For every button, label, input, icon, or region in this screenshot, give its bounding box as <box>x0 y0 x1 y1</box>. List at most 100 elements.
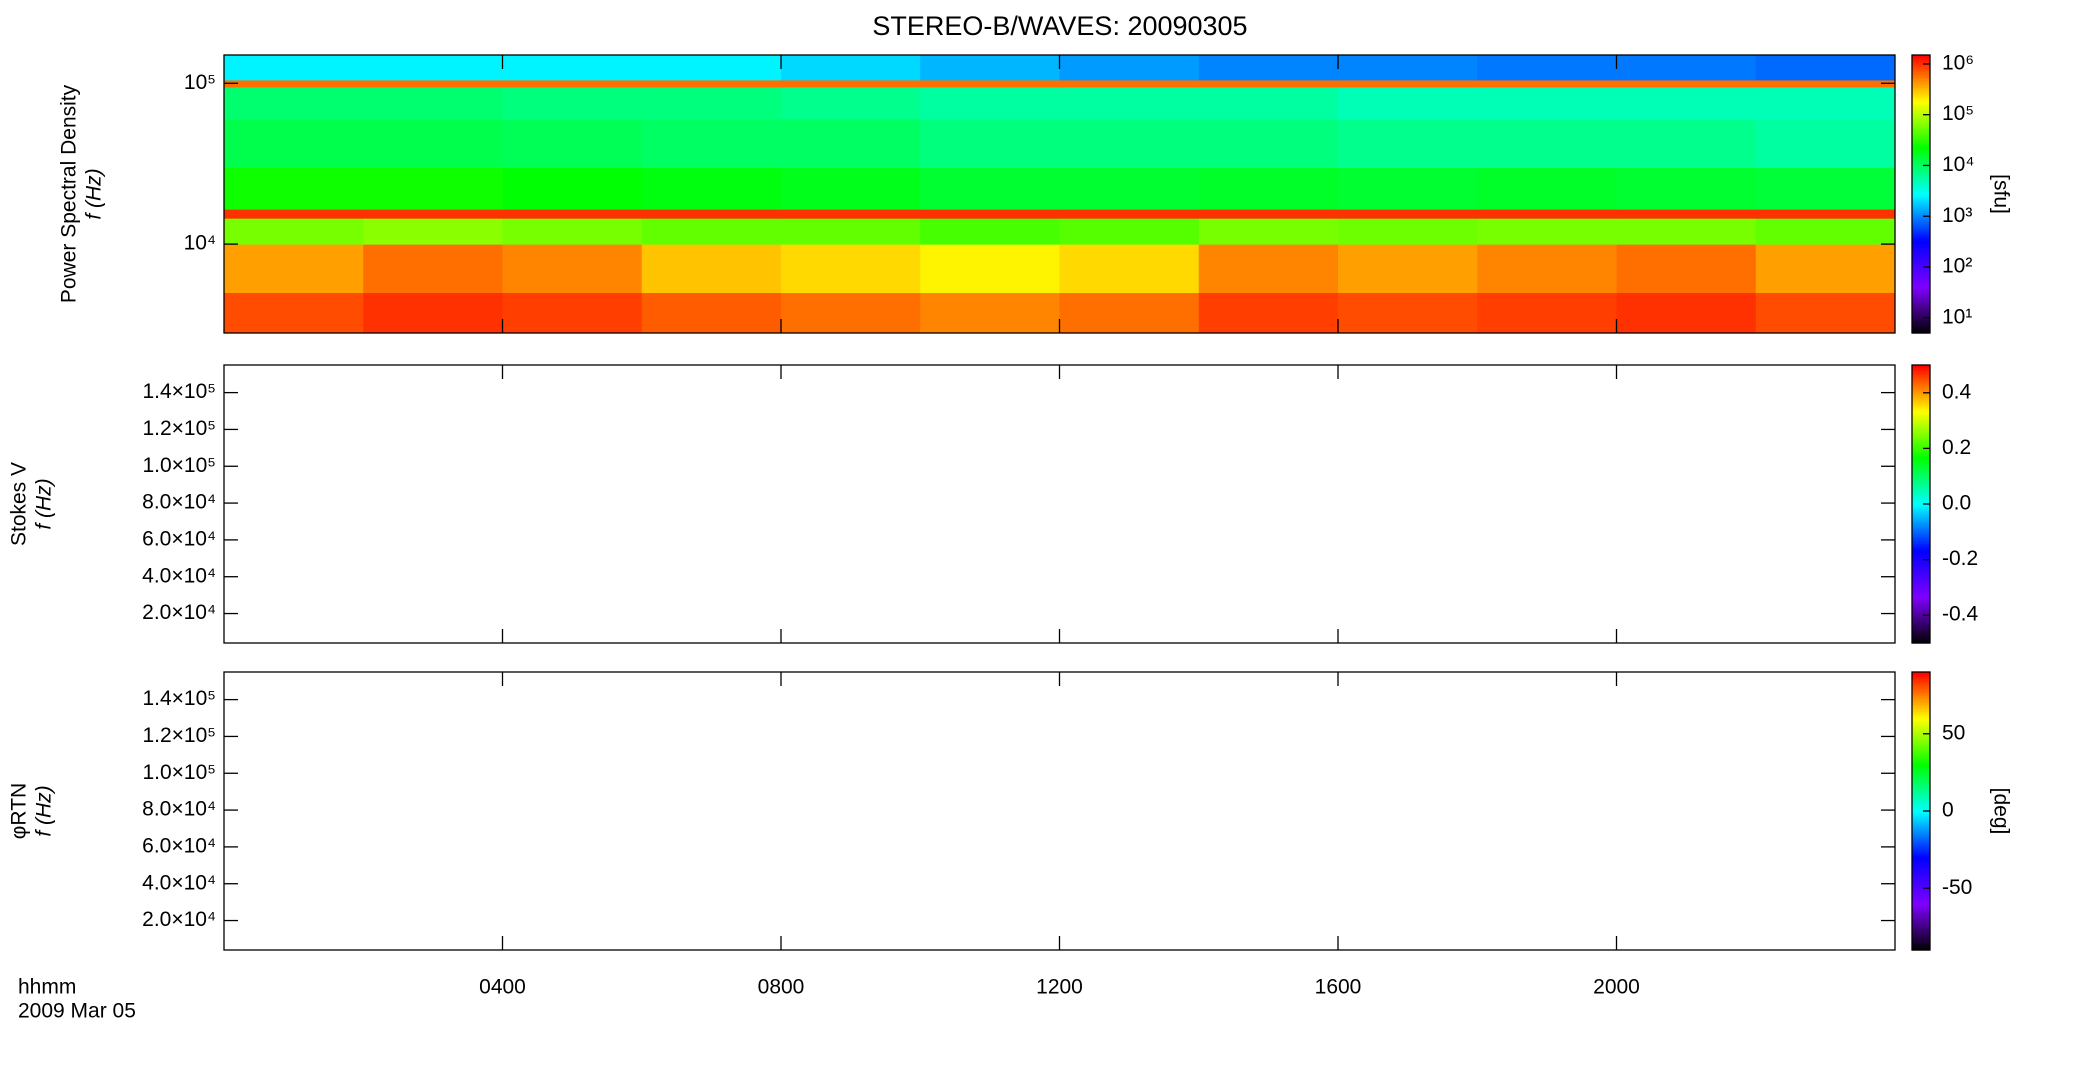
heatmap-cell <box>1477 292 1617 334</box>
colorbar-segment <box>1912 439 1930 443</box>
colorbar-segment <box>1912 78 1930 82</box>
heatmap-cell <box>1477 79 1617 88</box>
colorbar-segment <box>1912 510 1930 514</box>
colorbar-segment <box>1912 564 1930 568</box>
colorbar-segment <box>1912 194 1930 197</box>
colorbar-segment <box>1912 626 1930 630</box>
colorbar-segment <box>1912 483 1930 487</box>
colorbar-segment <box>1912 217 1930 221</box>
colorbar-segment <box>1912 409 1930 412</box>
colorbar-segment <box>1912 397 1930 401</box>
heatmap-cell <box>920 55 1060 81</box>
heatmap-cell <box>641 218 782 245</box>
colorbar-segment <box>1912 203 1930 207</box>
heatmap-cell <box>1616 167 1757 210</box>
heatmap-cell <box>1616 118 1757 168</box>
colorbar-segment <box>1912 843 1930 847</box>
colorbar-segment <box>1912 224 1930 228</box>
heatmap-cell <box>1616 86 1757 120</box>
y-axis-label: Stokes V <box>8 462 31 546</box>
heatmap-cell <box>1059 86 1200 120</box>
colorbar-segment <box>1912 887 1930 891</box>
colorbar-segment <box>1912 561 1930 565</box>
heatmap-cell <box>1338 292 1478 334</box>
x-tick-label: 1600 <box>1315 976 1362 999</box>
colorbar-segment <box>1912 448 1930 452</box>
heatmap-cell <box>781 218 921 245</box>
colorbar-segment <box>1912 497 1930 500</box>
colorbar-segment <box>1912 552 1930 556</box>
colorbar-segment <box>1912 415 1930 419</box>
colorbar-label: [deg] <box>1989 788 2012 835</box>
colorbar-segment <box>1912 636 1930 639</box>
y-tick-label: 1.4×10⁵ <box>142 380 216 403</box>
colorbar-segment <box>1912 841 1930 845</box>
heatmap-cell <box>1198 86 1339 120</box>
colorbar-segment <box>1912 286 1930 290</box>
colorbar-segment <box>1912 917 1930 921</box>
colorbar-segment <box>1912 119 1930 123</box>
colorbar-segment <box>1912 455 1930 459</box>
colorbar-segment <box>1912 766 1930 770</box>
colorbar-segment <box>1912 783 1930 787</box>
colorbar-segment <box>1912 706 1930 710</box>
colorbar-segment <box>1912 71 1930 75</box>
colorbar-segment <box>1912 293 1930 297</box>
colorbar-segment <box>1912 820 1930 824</box>
heatmap-cell <box>1477 86 1617 120</box>
x-tick-label: 1200 <box>1036 976 1083 999</box>
colorbar-segment <box>1912 395 1930 399</box>
colorbar-segment <box>1912 385 1930 389</box>
heatmap-cell <box>1059 167 1200 210</box>
colorbar-segment <box>1912 716 1930 719</box>
colorbar-segment <box>1912 594 1930 598</box>
colorbar-segment <box>1912 727 1930 731</box>
y-tick-label: 8.0×10⁴ <box>142 798 216 821</box>
heatmap-cell <box>1198 79 1339 88</box>
colorbar-segment <box>1912 919 1930 923</box>
colorbar-segment <box>1912 175 1930 179</box>
colorbar-segment <box>1912 129 1930 133</box>
colorbar-segment <box>1912 404 1930 408</box>
colorbar-segment <box>1912 136 1930 139</box>
colorbar-segment <box>1912 924 1930 928</box>
colorbar-segment <box>1912 773 1930 777</box>
heatmap-cell <box>1338 79 1478 88</box>
colorbar-segment <box>1912 880 1930 884</box>
heatmap-cell <box>781 79 921 88</box>
colorbar-segment <box>1912 901 1930 905</box>
colorbar-segment <box>1912 617 1930 621</box>
colorbar-segment <box>1912 87 1930 91</box>
colorbar-segment <box>1912 852 1930 856</box>
colorbar-segment <box>1912 601 1930 605</box>
colorbar-segment <box>1912 494 1930 498</box>
colorbar-frame <box>1911 54 1931 334</box>
colorbar-segment <box>1912 922 1930 926</box>
heatmap-cell <box>920 118 1060 168</box>
colorbar-segment <box>1912 559 1930 563</box>
heatmap-cell <box>920 292 1060 334</box>
colorbar-segment <box>1912 709 1930 712</box>
colorbar-segment <box>1912 568 1930 572</box>
colorbar-segment <box>1912 931 1930 935</box>
colorbar-segment <box>1912 622 1930 626</box>
colorbar-segment <box>1912 848 1930 851</box>
heatmap-cell <box>1338 244 1478 294</box>
colorbar-segment <box>1912 704 1930 708</box>
heatmap-cell <box>1059 118 1200 168</box>
colorbar-segment <box>1912 541 1930 544</box>
colorbar-segment <box>1912 822 1930 826</box>
y-tick-label: 4.0×10⁴ <box>142 564 216 587</box>
colorbar-segment <box>1912 910 1930 914</box>
heatmap-cell <box>1477 218 1617 245</box>
colorbar-segment <box>1912 261 1930 265</box>
colorbar-segment <box>1912 154 1930 158</box>
colorbar-segment <box>1912 392 1930 396</box>
colorbar-segment <box>1912 309 1930 313</box>
colorbar-segment <box>1912 873 1930 877</box>
colorbar-segment <box>1912 374 1930 378</box>
colorbar-segment <box>1912 73 1930 77</box>
heatmap-cell <box>1755 209 1896 219</box>
colorbar-segment <box>1912 882 1930 886</box>
